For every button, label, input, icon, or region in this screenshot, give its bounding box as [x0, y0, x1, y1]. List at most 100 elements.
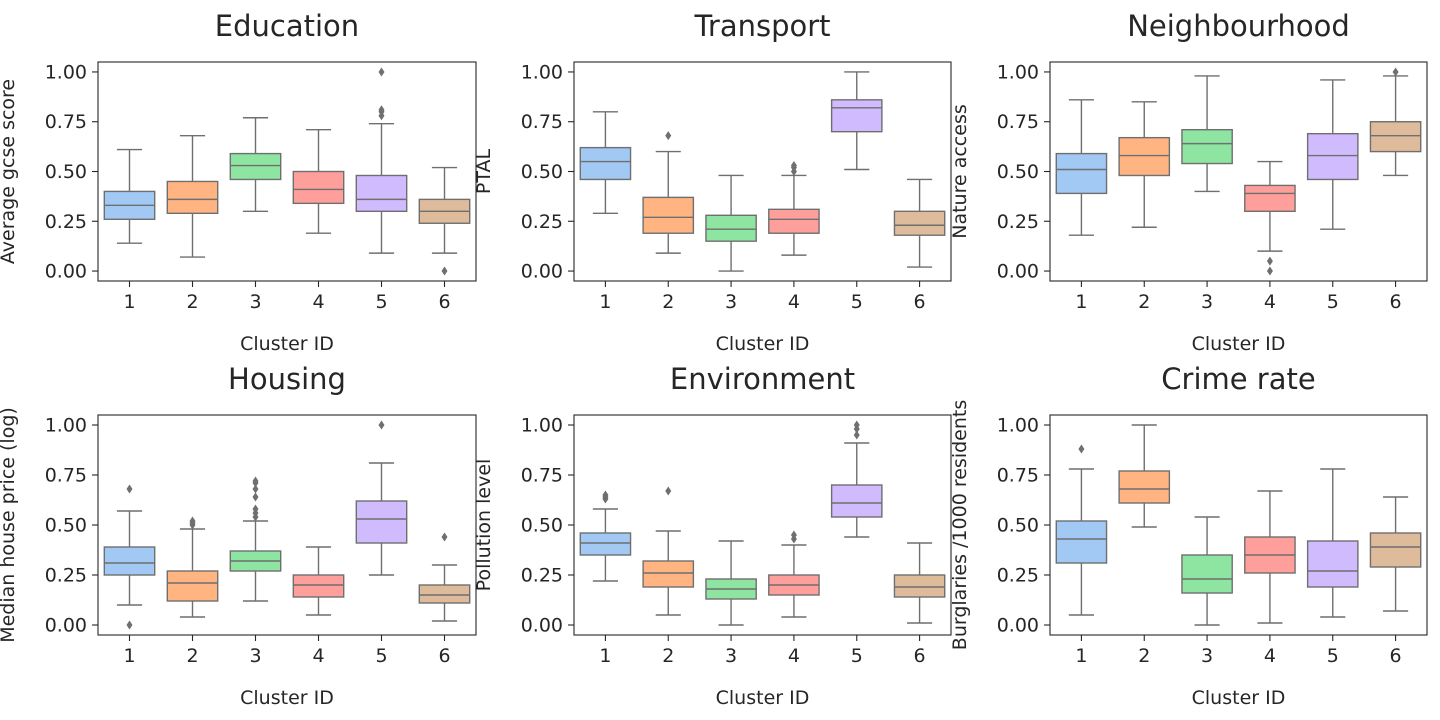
- x-tick-label: 5: [1327, 291, 1339, 313]
- box-cluster-5: [355, 420, 408, 576]
- y-tick-label: 0.75: [997, 465, 1039, 487]
- box-cluster-6: [418, 166, 471, 276]
- x-tick-label: 6: [914, 291, 926, 313]
- outlier-point: [665, 131, 672, 141]
- x-tick-label: 6: [1390, 291, 1402, 313]
- box-cluster-5: [1306, 79, 1359, 230]
- box-iqr: [292, 170, 345, 205]
- x-tick-label: 6: [914, 645, 926, 667]
- x-tick-label: 4: [788, 291, 800, 313]
- box-cluster-4: [292, 546, 345, 616]
- box-cluster-6: [1369, 67, 1422, 177]
- outlier-point: [790, 161, 797, 171]
- y-tick-label: 0.75: [45, 465, 87, 487]
- box-cluster-4: [292, 128, 345, 234]
- box-cluster-5: [830, 71, 883, 171]
- x-axis-label: Cluster ID: [716, 687, 810, 709]
- box-cluster-3: [229, 117, 282, 213]
- plot-frame: [1049, 414, 1428, 636]
- box-iqr: [768, 208, 820, 234]
- y-tick-label: 0.75: [521, 111, 563, 133]
- box-cluster-6: [418, 532, 471, 622]
- chart-panel-4: Housing Median house price (log) Cluster I…: [0, 362, 477, 709]
- box-iqr: [1369, 532, 1422, 568]
- box-iqr: [1306, 540, 1359, 588]
- box-cluster-2: [166, 134, 219, 258]
- outlier-point: [252, 484, 259, 494]
- box-iqr: [579, 532, 632, 556]
- box-iqr: [579, 146, 632, 181]
- plot-frame: [97, 61, 477, 282]
- x-axis-label: Cluster ID: [716, 333, 810, 355]
- x-tick-label: 2: [1138, 645, 1150, 667]
- box-iqr: [1369, 121, 1422, 153]
- box-iqr: [1118, 136, 1171, 177]
- plot-frame: [1049, 61, 1428, 282]
- y-tick-label: 0.50: [997, 161, 1039, 183]
- y-axis-label: Median house price (log): [0, 407, 19, 643]
- x-tick-label: 2: [662, 291, 674, 313]
- y-tick-label: 1.00: [521, 415, 563, 437]
- y-axis-label: Nature access: [949, 104, 971, 239]
- outlier-point: [441, 532, 448, 542]
- x-tick-label: 5: [851, 291, 863, 313]
- box-cluster-6: [893, 542, 946, 624]
- x-tick-label: 1: [1075, 291, 1087, 313]
- y-tick-label: 0.50: [521, 161, 563, 183]
- outlier-point: [1392, 67, 1399, 77]
- x-tick-label: 4: [312, 645, 324, 667]
- box-cluster-5: [830, 420, 883, 538]
- outlier-point: [853, 420, 860, 430]
- box-cluster-6: [1369, 496, 1422, 612]
- y-tick-label: 0.25: [45, 211, 87, 233]
- x-tick-label: 2: [186, 645, 198, 667]
- y-tick-label: 0.25: [521, 565, 563, 587]
- box-iqr: [1055, 520, 1108, 564]
- x-tick-label: 6: [1390, 645, 1402, 667]
- box-cluster-6: [893, 178, 946, 268]
- outlier-point: [378, 420, 385, 430]
- chart-panel-2: Transport PTAL Cluster ID 0.00 0.25 0.50 0.75 1…: [473, 9, 952, 355]
- box-cluster-2: [1118, 424, 1171, 528]
- box-iqr: [1306, 132, 1359, 181]
- box-cluster-1: [1055, 99, 1108, 236]
- x-tick-label: 3: [249, 291, 261, 313]
- box-iqr: [1181, 128, 1233, 165]
- y-tick-label: 0.00: [45, 615, 87, 637]
- box-cluster-2: [166, 516, 219, 618]
- chart-title: Education: [215, 9, 359, 43]
- outlier-point: [602, 490, 609, 500]
- plot-frame: [573, 61, 952, 282]
- outlier-point: [1266, 266, 1273, 276]
- outlier-point: [126, 620, 133, 630]
- x-axis-label: Cluster ID: [240, 687, 334, 709]
- outlier-point: [252, 492, 259, 502]
- y-tick-label: 0.75: [521, 465, 563, 487]
- y-tick-label: 1.00: [997, 61, 1039, 83]
- y-tick-label: 0.00: [521, 615, 563, 637]
- chart-title: Environment: [670, 362, 855, 396]
- chart-title: Neighbourhood: [1127, 9, 1350, 43]
- y-tick-label: 0.50: [997, 515, 1039, 537]
- y-tick-label: 0.25: [997, 565, 1039, 587]
- y-tick-label: 0.75: [997, 111, 1039, 133]
- y-tick-label: 0.00: [997, 261, 1039, 283]
- outlier-point: [853, 430, 860, 440]
- y-tick-label: 0.50: [521, 515, 563, 537]
- x-tick-label: 5: [375, 645, 387, 667]
- box-iqr: [830, 99, 883, 133]
- outlier-point: [252, 476, 259, 486]
- box-iqr: [292, 574, 345, 598]
- box-cluster-4: [768, 530, 820, 618]
- plot-frame: [97, 414, 477, 636]
- y-tick-label: 0.00: [45, 261, 87, 283]
- box-iqr: [1118, 470, 1171, 504]
- box-iqr: [893, 574, 946, 598]
- box-cluster-4: [1244, 160, 1296, 276]
- box-cluster-1: [103, 484, 156, 630]
- box-iqr: [893, 210, 946, 236]
- box-iqr: [1244, 184, 1296, 213]
- y-axis-label: Burglaries /1000 residents: [949, 400, 971, 650]
- y-tick-label: 0.00: [997, 615, 1039, 637]
